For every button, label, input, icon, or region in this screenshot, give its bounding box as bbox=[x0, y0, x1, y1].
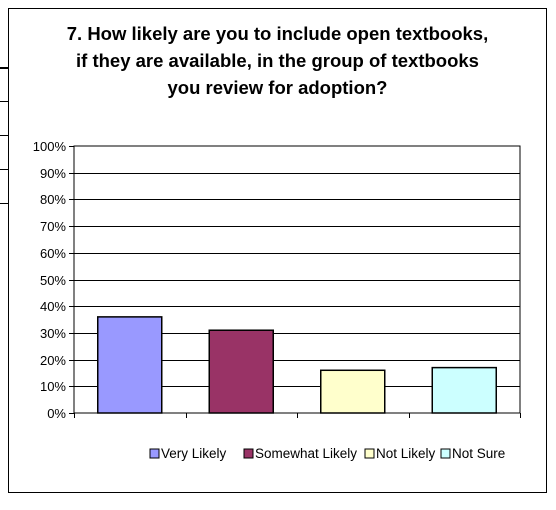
y-tick-label: 10% bbox=[40, 379, 66, 394]
chart-title-line: if they are available, in the group of t… bbox=[76, 50, 479, 71]
y-tick-label: 20% bbox=[40, 353, 66, 368]
legend-swatch bbox=[364, 448, 375, 459]
y-tick-label: 50% bbox=[40, 273, 66, 288]
background-rule bbox=[0, 135, 10, 136]
background-rule bbox=[0, 203, 10, 204]
y-tick-label: 100% bbox=[33, 139, 67, 154]
y-tick-label: 80% bbox=[40, 192, 66, 207]
chart-title: 7. How likely are you to include open te… bbox=[8, 20, 547, 101]
legend-label: Not Sure bbox=[452, 446, 505, 461]
y-tick-label: 90% bbox=[40, 166, 66, 181]
y-tick-label: 40% bbox=[40, 299, 66, 314]
bar bbox=[208, 329, 274, 414]
chart-title-line: you review for adoption? bbox=[167, 77, 388, 98]
y-tick-label: 0% bbox=[47, 406, 66, 421]
legend-label: Very Likely bbox=[161, 446, 227, 461]
legend-label: Not Likely bbox=[376, 446, 436, 461]
legend-swatch bbox=[243, 448, 254, 459]
bar bbox=[97, 316, 163, 414]
background-rule bbox=[0, 67, 14, 69]
legend-swatch bbox=[149, 448, 160, 459]
y-tick-label: 70% bbox=[40, 219, 66, 234]
chart-title-line: 7. How likely are you to include open te… bbox=[66, 23, 489, 44]
y-tick-label: 60% bbox=[40, 246, 66, 261]
bar bbox=[320, 369, 386, 414]
bar bbox=[431, 366, 497, 414]
legend-label: Somewhat Likely bbox=[255, 446, 357, 461]
background-rule bbox=[0, 101, 10, 102]
background-rule bbox=[0, 169, 10, 170]
legend-swatch bbox=[440, 448, 451, 459]
y-tick-label: 30% bbox=[40, 326, 66, 341]
